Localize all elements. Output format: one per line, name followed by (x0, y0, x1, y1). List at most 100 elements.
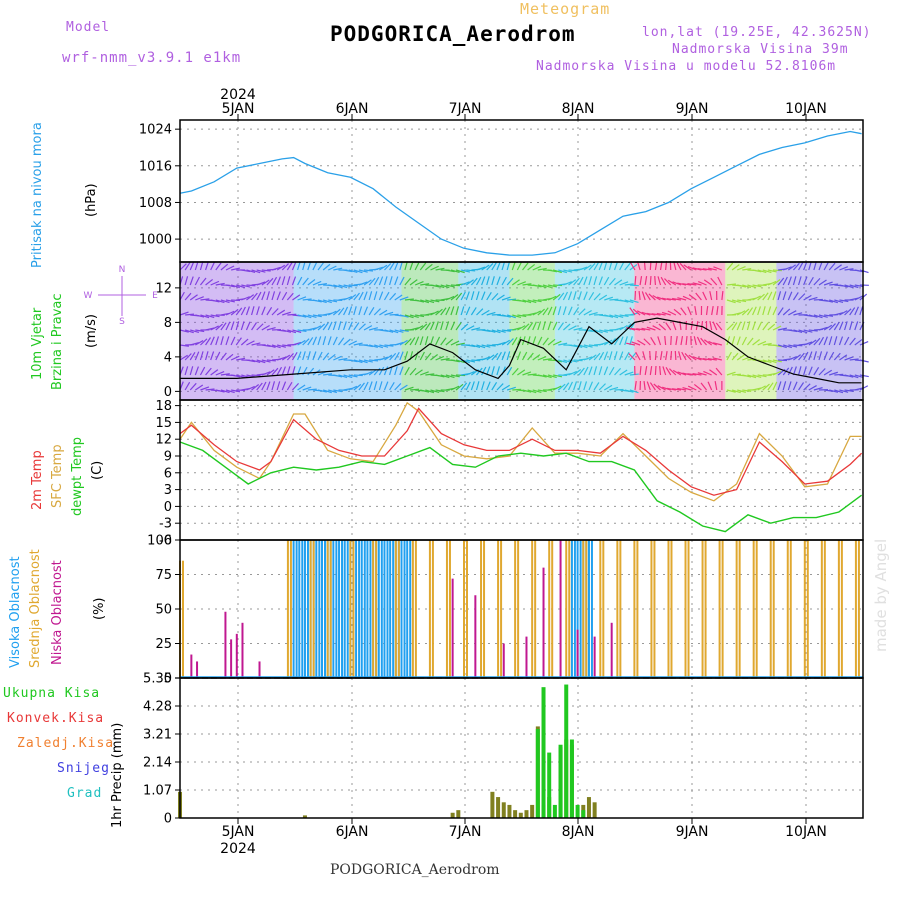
wind-barb (808, 261, 812, 271)
wind-barb (399, 339, 408, 346)
wind-barb (537, 267, 547, 271)
wind-barb (823, 281, 833, 286)
wind-barb (338, 374, 348, 379)
wind-barb (629, 307, 636, 316)
wind-barb (757, 269, 767, 274)
wind-barb (190, 329, 200, 333)
wind-barb (379, 344, 389, 348)
wind-barb (527, 352, 534, 361)
wind-barb (665, 367, 672, 376)
wind-barb (707, 381, 713, 391)
conv-precip-bar (513, 810, 518, 818)
wind-barb (291, 276, 297, 286)
wind-barb (414, 281, 424, 286)
wind-barb (662, 386, 671, 391)
total-precip-bar (564, 684, 569, 818)
wind-barb (287, 329, 297, 334)
x-tick-label-bottom: 5JAN (222, 824, 255, 840)
wind-barb (798, 382, 805, 391)
wind-barb (652, 325, 661, 331)
conv-precip-bar (586, 797, 591, 818)
wind-barb (695, 292, 702, 301)
wind-barb (808, 339, 817, 346)
wind-barb (613, 261, 619, 271)
wind-barb (353, 269, 363, 274)
wind-barb (707, 267, 717, 271)
wind-barb (455, 306, 460, 316)
wind-barb (363, 371, 373, 376)
total-precip-bar (558, 744, 563, 818)
wind-barb (568, 269, 578, 272)
wind-barb (578, 367, 585, 376)
x-tick-label-top: 5JAN (222, 101, 255, 117)
wind-barb (673, 308, 682, 316)
wind-barb (661, 311, 671, 316)
wind-barb (445, 295, 455, 301)
wind-barb (430, 284, 440, 288)
wind-barb (225, 321, 231, 331)
wind-barb (731, 299, 741, 304)
wind-barb (752, 374, 762, 379)
y-tick-label: 18 (155, 399, 172, 414)
wind-barb (512, 388, 522, 391)
wind-barb (414, 336, 420, 346)
wind-barb (537, 389, 547, 393)
total-precip-bar (541, 687, 546, 818)
y-tick-label: 1008 (139, 196, 172, 211)
wind-barb (772, 359, 782, 363)
wind-barb (726, 262, 734, 271)
wind-barb (567, 381, 573, 391)
wind-barb (762, 359, 772, 364)
y-tick-label: 6 (164, 466, 172, 481)
y-tick-label: 9 (164, 450, 172, 465)
wind-barb (803, 329, 813, 333)
wind-barb (332, 308, 341, 316)
wind-barb (281, 381, 287, 391)
wind-barb (649, 382, 656, 391)
wind-barb (261, 306, 266, 316)
wind-barb (475, 276, 482, 286)
wind-barb (703, 279, 712, 286)
wind-barb (527, 263, 536, 271)
wind-barb (777, 344, 787, 349)
wind-barb (378, 381, 383, 391)
wind-barb (205, 278, 214, 286)
wind-barb (404, 366, 410, 376)
wind-barb (772, 325, 782, 331)
wind-barb (828, 336, 833, 346)
wind-barb (598, 294, 608, 301)
wind-barb (737, 284, 747, 288)
wind-barb (440, 284, 450, 289)
y-tick-label: 3.21 (143, 728, 172, 743)
wind-barb (593, 352, 601, 361)
wind-barb (693, 383, 702, 391)
wind-barb (266, 344, 276, 348)
wind-barb (542, 374, 552, 379)
wind-barb (286, 276, 291, 286)
wind-barb (558, 342, 568, 346)
wind-barb (486, 381, 491, 391)
wind-barb (470, 381, 475, 391)
wind-barb (818, 314, 828, 318)
wind-barb (608, 261, 613, 271)
wind-barb (603, 351, 609, 361)
wind-barb (552, 293, 561, 301)
wind-barb (778, 359, 788, 362)
wind-barb (522, 371, 532, 376)
wind-barb (383, 291, 390, 301)
wind-barb (225, 284, 235, 288)
wind-barb (808, 314, 818, 318)
model-elevation-label: Nadmorska Visina u modelu 52.8106m (536, 59, 837, 74)
wind-barb (639, 365, 642, 376)
wind-barb (687, 385, 697, 391)
wind-barb (419, 262, 427, 271)
wind-barb (709, 291, 713, 301)
wind-barb (682, 283, 692, 286)
wind-barb (641, 311, 651, 316)
wind-barb (838, 321, 844, 331)
wind-barb (823, 324, 833, 331)
wind-barb (839, 354, 848, 361)
wind-barb (379, 309, 388, 316)
wind-barb (322, 299, 332, 304)
wind-barb (343, 295, 353, 301)
